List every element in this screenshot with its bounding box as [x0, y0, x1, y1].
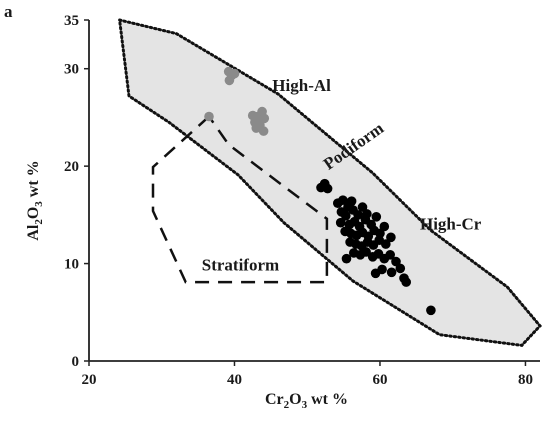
stratiform-field: [151, 114, 329, 284]
high-cr-point: [426, 305, 436, 316]
y-axis-label: Al2O3 wt %: [25, 160, 45, 240]
high-cr-point: [386, 232, 396, 243]
data-points: [204, 66, 436, 316]
field-polygons: [117, 18, 543, 347]
high-cr-point: [371, 212, 382, 222]
y-tick-label: 0: [72, 354, 80, 370]
x-axis-label: Cr2O3 wt %: [265, 391, 348, 411]
high-cr-point: [357, 202, 368, 212]
high-cr-point: [381, 239, 391, 249]
high-al-point: [259, 113, 270, 124]
y-tick-label: 10: [64, 257, 79, 273]
podiform-field: [117, 18, 543, 347]
high-cr-point: [395, 263, 406, 274]
x-tick-label: 20: [82, 372, 97, 388]
high-cr-point: [322, 183, 333, 194]
high-al-point: [258, 126, 269, 136]
high-cr-point: [361, 247, 371, 257]
high-cr-point: [341, 211, 351, 221]
high-al-point: [247, 110, 258, 121]
high-al-point: [204, 111, 214, 122]
x-tick-label: 60: [372, 372, 387, 388]
high-cr-point: [401, 277, 412, 287]
x-tick-label: 40: [227, 372, 242, 388]
high-cr-point: [341, 253, 352, 264]
high-al-point: [251, 123, 262, 133]
high-al-label: High-Al: [272, 76, 331, 95]
high-cr-point: [370, 268, 381, 279]
x-tick-label: 80: [518, 372, 533, 388]
y-tick-label: 35: [64, 13, 79, 29]
y-tick-label: 30: [64, 62, 79, 78]
panel-label: a: [4, 2, 13, 21]
stratiform-label: Stratiform: [202, 255, 279, 274]
high-cr-point: [338, 195, 348, 205]
high-cr-label: High-Cr: [420, 214, 482, 233]
high-cr-point: [346, 196, 357, 206]
high-cr-point: [335, 217, 346, 228]
high-cr-point: [379, 221, 390, 232]
axes: 20 40 60 80 0 10 20 30 35: [64, 13, 540, 388]
high-al-point: [224, 75, 235, 86]
high-cr-point: [385, 250, 396, 260]
high-cr-point: [386, 267, 397, 278]
high-al-point: [229, 68, 240, 79]
y-tick-label: 20: [64, 159, 79, 175]
